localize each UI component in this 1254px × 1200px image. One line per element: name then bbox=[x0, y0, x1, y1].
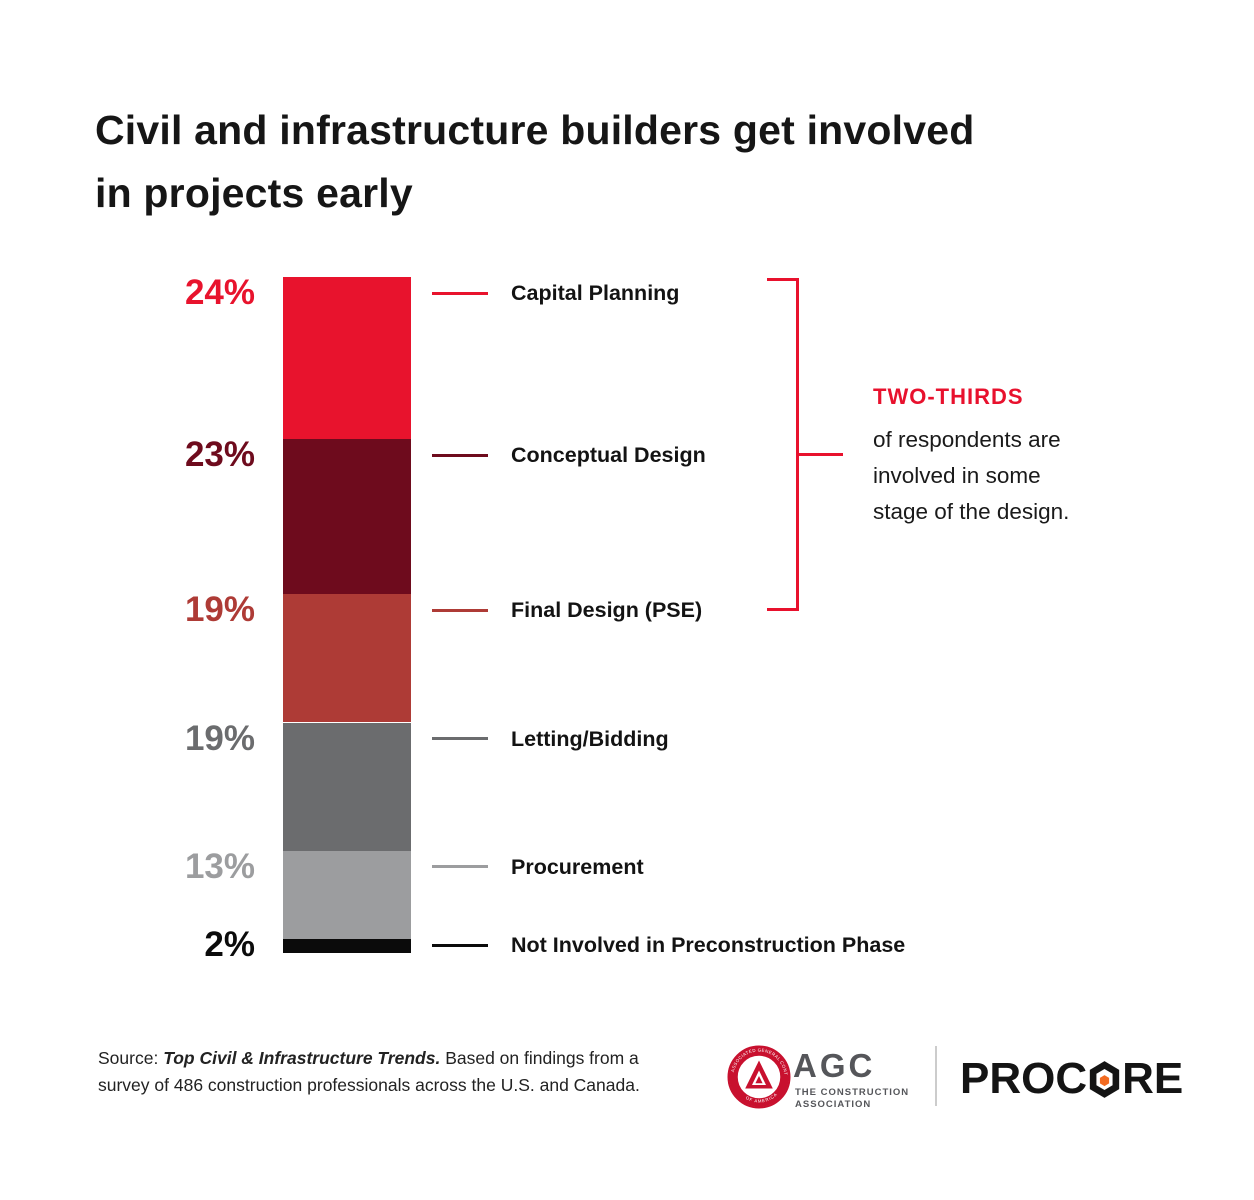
annotation-text: of respondents are involved in some stag… bbox=[873, 427, 1070, 524]
stacked-bar-chart: 24% Capital Planning 23% Conceptual Design 1… bbox=[0, 273, 1254, 964]
bracket-bottom-tick bbox=[767, 608, 797, 611]
bar-segment-letting-bidding bbox=[283, 723, 411, 851]
agc-tagline-line1: THE CONSTRUCTION bbox=[795, 1087, 910, 1098]
connector-line-letting-bidding bbox=[432, 737, 488, 740]
bracket-middle-tick bbox=[796, 453, 843, 456]
annotation-highlight: TWO-THIRDS bbox=[873, 384, 1024, 409]
segment-label-procurement: Procurement bbox=[511, 855, 644, 879]
agc-tagline-line2: ASSOCIATION bbox=[795, 1099, 872, 1110]
agc-tagline: THE CONSTRUCTION ASSOCIATION bbox=[795, 1087, 909, 1111]
pct-label-letting-bidding: 19% bbox=[184, 719, 255, 758]
connector-line-conceptual-design bbox=[432, 454, 488, 457]
bracket-top-tick bbox=[767, 278, 797, 281]
procore-hexagon-core bbox=[1100, 1074, 1110, 1086]
pct-label-final-design-pse: 19% bbox=[184, 590, 255, 629]
connector-line-not-involved-in-preconstruction-phase bbox=[432, 944, 488, 947]
logo-divider bbox=[935, 1046, 937, 1106]
segment-label-conceptual-design: Conceptual Design bbox=[511, 443, 706, 467]
procore-text-after: RE bbox=[1122, 1054, 1184, 1103]
source-title: Top Civil & Infrastructure Trends. bbox=[163, 1048, 441, 1068]
pct-label-capital-planning: 24% bbox=[184, 273, 255, 312]
bar-segment-capital-planning bbox=[283, 277, 411, 439]
connector-line-procurement bbox=[432, 865, 488, 868]
source-prefix: Source: bbox=[98, 1048, 164, 1068]
annotation-block: TWO-THIRDS of respondents are involved i… bbox=[873, 384, 1085, 530]
bar-segment-final-design-pse bbox=[283, 594, 411, 722]
bar-segment-conceptual-design bbox=[283, 439, 411, 594]
bar-segment-procurement bbox=[283, 851, 411, 939]
bar-segment-not-involved-in-preconstruction-phase bbox=[283, 939, 411, 953]
connector-line-capital-planning bbox=[432, 292, 488, 295]
segment-label-final-design-pse: Final Design (PSE) bbox=[511, 598, 703, 622]
procore-hexagon-icon bbox=[1089, 1060, 1120, 1098]
bracket-vertical-line bbox=[796, 278, 799, 611]
connector-line-final-design-pse bbox=[432, 609, 488, 612]
source-body: Based on findings from a survey of 486 c… bbox=[98, 1048, 640, 1095]
pct-label-not-involved-in-preconstruction-phase: 2% bbox=[204, 925, 255, 964]
agc-seal-icon: ASSOCIATED GENERAL CONTRACTORS OF AMERIC… bbox=[727, 1045, 791, 1109]
segment-label-capital-planning: Capital Planning bbox=[511, 281, 680, 305]
procore-logo: PROC RE bbox=[960, 1054, 1183, 1104]
source-text: Source: Top Civil & Infrastructure Trend… bbox=[98, 1045, 643, 1099]
procore-text-before: PROC bbox=[960, 1054, 1088, 1103]
pct-label-procurement: 13% bbox=[184, 847, 255, 886]
agc-wordmark: AGC bbox=[793, 1047, 876, 1084]
page-title: Civil and infrastructure builders get in… bbox=[95, 107, 975, 217]
segment-label-letting-bidding: Letting/Bidding bbox=[511, 727, 669, 751]
segment-label-not-involved-in-preconstruction-phase: Not Involved in Preconstruction Phase bbox=[511, 933, 906, 957]
pct-label-conceptual-design: 23% bbox=[184, 435, 255, 474]
